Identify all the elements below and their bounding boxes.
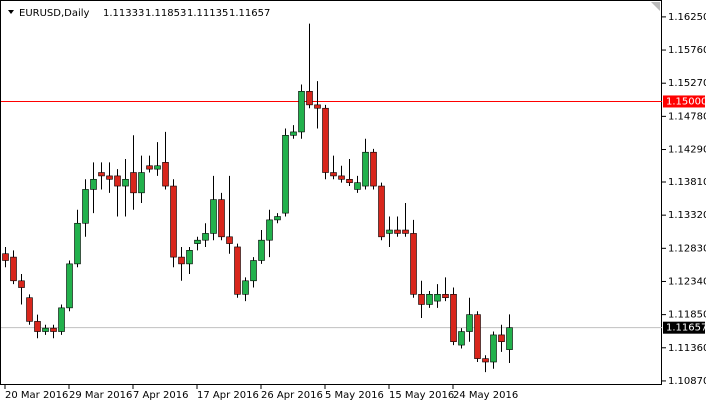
- body: [314, 104, 321, 109]
- body: [354, 182, 361, 190]
- body: [362, 151, 369, 187]
- y-tick-label: 1.15270: [668, 78, 706, 89]
- body: [74, 222, 81, 265]
- y-tick-label: 1.12830: [668, 243, 706, 254]
- body: [346, 178, 353, 183]
- high-text: 1.11853: [145, 8, 186, 19]
- body: [274, 216, 281, 221]
- body: [298, 91, 305, 133]
- body: [234, 246, 241, 295]
- price-label-box: [663, 95, 705, 108]
- x-tick-label: 20 Mar 2016: [5, 390, 68, 401]
- body: [378, 185, 385, 238]
- price-label-box: [663, 321, 705, 334]
- y-tick-label: 1.13320: [668, 210, 706, 221]
- body: [466, 314, 473, 332]
- y-tick-label: 1.11360: [668, 343, 706, 354]
- body: [474, 314, 481, 359]
- body: [258, 239, 265, 261]
- body: [482, 358, 489, 363]
- body: [410, 233, 417, 295]
- body: [338, 175, 345, 180]
- body: [146, 165, 153, 170]
- x-tick-label: 5 May 2016: [325, 390, 384, 401]
- body: [282, 135, 289, 214]
- body: [122, 178, 129, 187]
- body: [386, 229, 393, 234]
- body: [250, 260, 257, 282]
- body: [202, 233, 209, 241]
- body: [34, 321, 41, 332]
- body: [498, 334, 505, 342]
- x-tick-label: 29 Mar 2016: [69, 390, 132, 401]
- body: [26, 297, 33, 322]
- body: [10, 256, 17, 282]
- menu-arrow[interactable]: [8, 10, 14, 14]
- body: [450, 294, 457, 342]
- body: [442, 294, 449, 299]
- body: [154, 165, 161, 170]
- y-tick-label: 1.11850: [668, 310, 706, 321]
- y-tick-label: 1.10870: [668, 376, 706, 387]
- body: [458, 331, 465, 346]
- body: [434, 294, 441, 302]
- body: [98, 172, 105, 177]
- body: [114, 175, 121, 187]
- body: [394, 229, 401, 234]
- y-tick-label: 1.16250: [668, 12, 706, 23]
- open-text: 1.11333: [103, 8, 144, 19]
- body: [266, 219, 273, 241]
- body: [162, 162, 169, 187]
- body: [210, 199, 217, 234]
- body: [306, 91, 313, 106]
- y-tick-label: 1.14780: [668, 111, 706, 122]
- y-tick-label: 1.15760: [668, 45, 706, 56]
- close-text: 1.11657: [229, 8, 270, 19]
- body: [194, 239, 201, 244]
- plot-frame: [0, 0, 662, 385]
- body: [18, 280, 25, 288]
- body: [66, 263, 73, 309]
- body: [242, 280, 249, 295]
- price-label: 1.15000: [666, 96, 706, 107]
- body: [186, 250, 193, 265]
- body: [370, 151, 377, 187]
- body: [290, 131, 297, 136]
- body: [490, 334, 497, 363]
- body: [330, 172, 337, 177]
- body: [2, 253, 9, 261]
- body: [90, 178, 97, 190]
- body: [170, 185, 177, 258]
- x-tick-label: 24 May 2016: [453, 390, 518, 401]
- body: [42, 327, 49, 332]
- x-tick-label: 7 Apr 2016: [133, 390, 188, 401]
- body: [506, 327, 513, 350]
- y-tick-label: 1.14290: [668, 145, 706, 156]
- body: [82, 189, 89, 224]
- body: [178, 256, 185, 265]
- body: [138, 172, 145, 194]
- x-tick-label: 15 May 2016: [389, 390, 454, 401]
- price-label: 1.11657: [666, 323, 706, 334]
- x-tick-label: 17 Apr 2016: [197, 390, 259, 401]
- x-tick-label: 26 Apr 2016: [261, 390, 323, 401]
- low-text: 1.11135: [187, 8, 228, 19]
- body: [322, 107, 329, 173]
- y-tick-label: 1.13810: [668, 177, 706, 188]
- body: [130, 172, 137, 194]
- body: [50, 327, 57, 332]
- symbol: EURUSD,Daily: [19, 8, 90, 19]
- body: [106, 175, 113, 180]
- body: [418, 294, 425, 305]
- body: [426, 294, 433, 305]
- body: [402, 229, 409, 234]
- body: [58, 307, 65, 332]
- body: [226, 236, 233, 244]
- corner-icon: [651, 2, 660, 11]
- y-tick-label: 1.12340: [668, 276, 706, 287]
- body: [218, 199, 225, 238]
